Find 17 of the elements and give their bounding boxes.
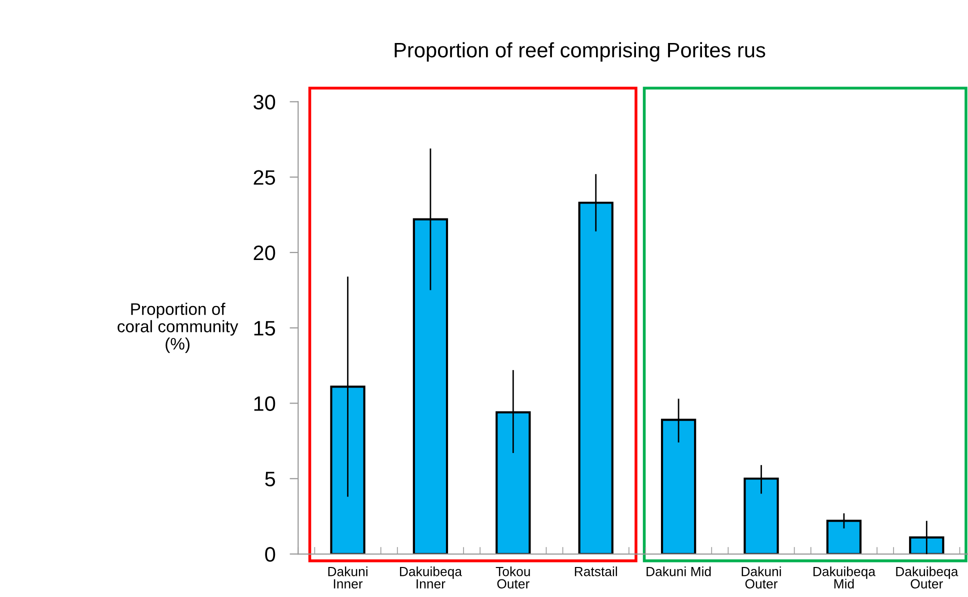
y-tick-label: 30: [254, 94, 276, 110]
x-tick-label: Dakuni Mid: [646, 566, 711, 576]
x-tick-label: Tokou Outer: [496, 566, 530, 589]
y-tick-label: 10: [254, 396, 276, 412]
y-tick-label: 15: [254, 321, 276, 336]
y-tick-label: 25: [254, 170, 276, 185]
x-tick-label: Dakuibeqa Outer: [896, 566, 958, 589]
chart-title: Proportion of reef comprising Porites rus: [394, 42, 766, 62]
y-tick-label: 5: [265, 472, 276, 486]
y-tick-label: 0: [265, 547, 276, 562]
x-tick-label: Dakuibeqa Inner: [400, 566, 462, 589]
x-tick-label: Dakuibeqa Mid: [813, 566, 876, 589]
y-tick-label: 20: [254, 245, 276, 260]
x-tick-label: Dakuni Inner: [328, 566, 368, 589]
x-tick-label: Ratstail: [574, 566, 617, 576]
y-axis-title: Proportion of coral community (%): [118, 302, 238, 353]
x-tick-label: Dakuni Outer: [742, 566, 781, 589]
